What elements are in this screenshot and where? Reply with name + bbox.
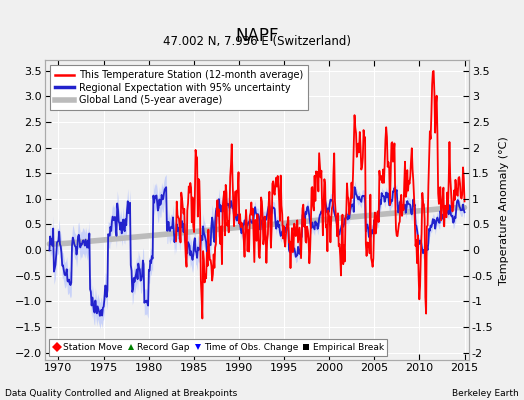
Legend: Station Move, Record Gap, Time of Obs. Change, Empirical Break: Station Move, Record Gap, Time of Obs. C… — [49, 340, 387, 356]
Text: Data Quality Controlled and Aligned at Breakpoints: Data Quality Controlled and Aligned at B… — [5, 389, 237, 398]
Y-axis label: Temperature Anomaly (°C): Temperature Anomaly (°C) — [499, 136, 509, 285]
Title: NAPF: NAPF — [235, 27, 279, 45]
Text: Berkeley Earth: Berkeley Earth — [452, 389, 519, 398]
Text: 47.002 N, 7.936 E (Switzerland): 47.002 N, 7.936 E (Switzerland) — [163, 36, 351, 48]
